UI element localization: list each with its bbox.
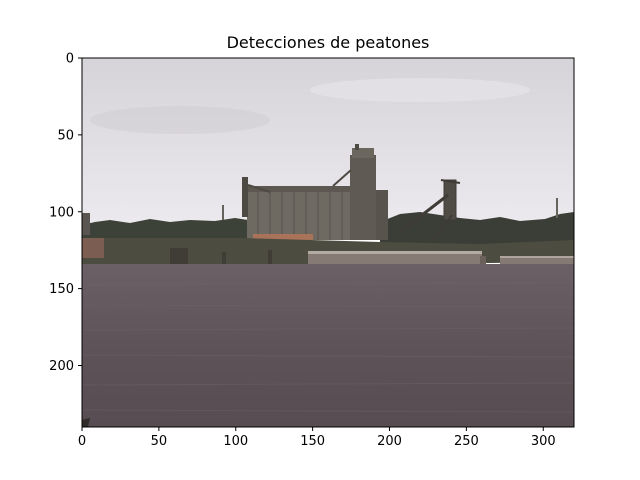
- x-axis-ticks: 0 50 100 150 200 250 300: [78, 427, 556, 449]
- x-tick-label: 50: [151, 434, 168, 449]
- barge: [308, 251, 482, 266]
- y-tick-label: 50: [57, 128, 74, 143]
- x-tick-label: 300: [531, 434, 556, 449]
- conveyor-gantry: [399, 179, 461, 246]
- x-tick-label: 200: [377, 434, 402, 449]
- grain-elevator: [242, 144, 388, 240]
- x-tick-label: 100: [223, 434, 248, 449]
- barge: [500, 256, 574, 264]
- y-axis-ticks: 0 50 100 150 200: [49, 52, 82, 374]
- plot-title: Detecciones de peatones: [226, 33, 430, 52]
- x-tick-label: 150: [300, 434, 325, 449]
- axes-frame: [81, 57, 575, 428]
- photo-image: [82, 58, 574, 427]
- x-tick-label: 250: [454, 434, 479, 449]
- y-tick-label: 150: [49, 282, 74, 297]
- river-water: [82, 264, 574, 427]
- y-tick-label: 200: [49, 359, 74, 374]
- tree-line: [82, 218, 248, 240]
- y-tick-label: 100: [49, 205, 74, 220]
- y-tick-label: 0: [66, 52, 74, 67]
- x-tick-label: 0: [78, 434, 86, 449]
